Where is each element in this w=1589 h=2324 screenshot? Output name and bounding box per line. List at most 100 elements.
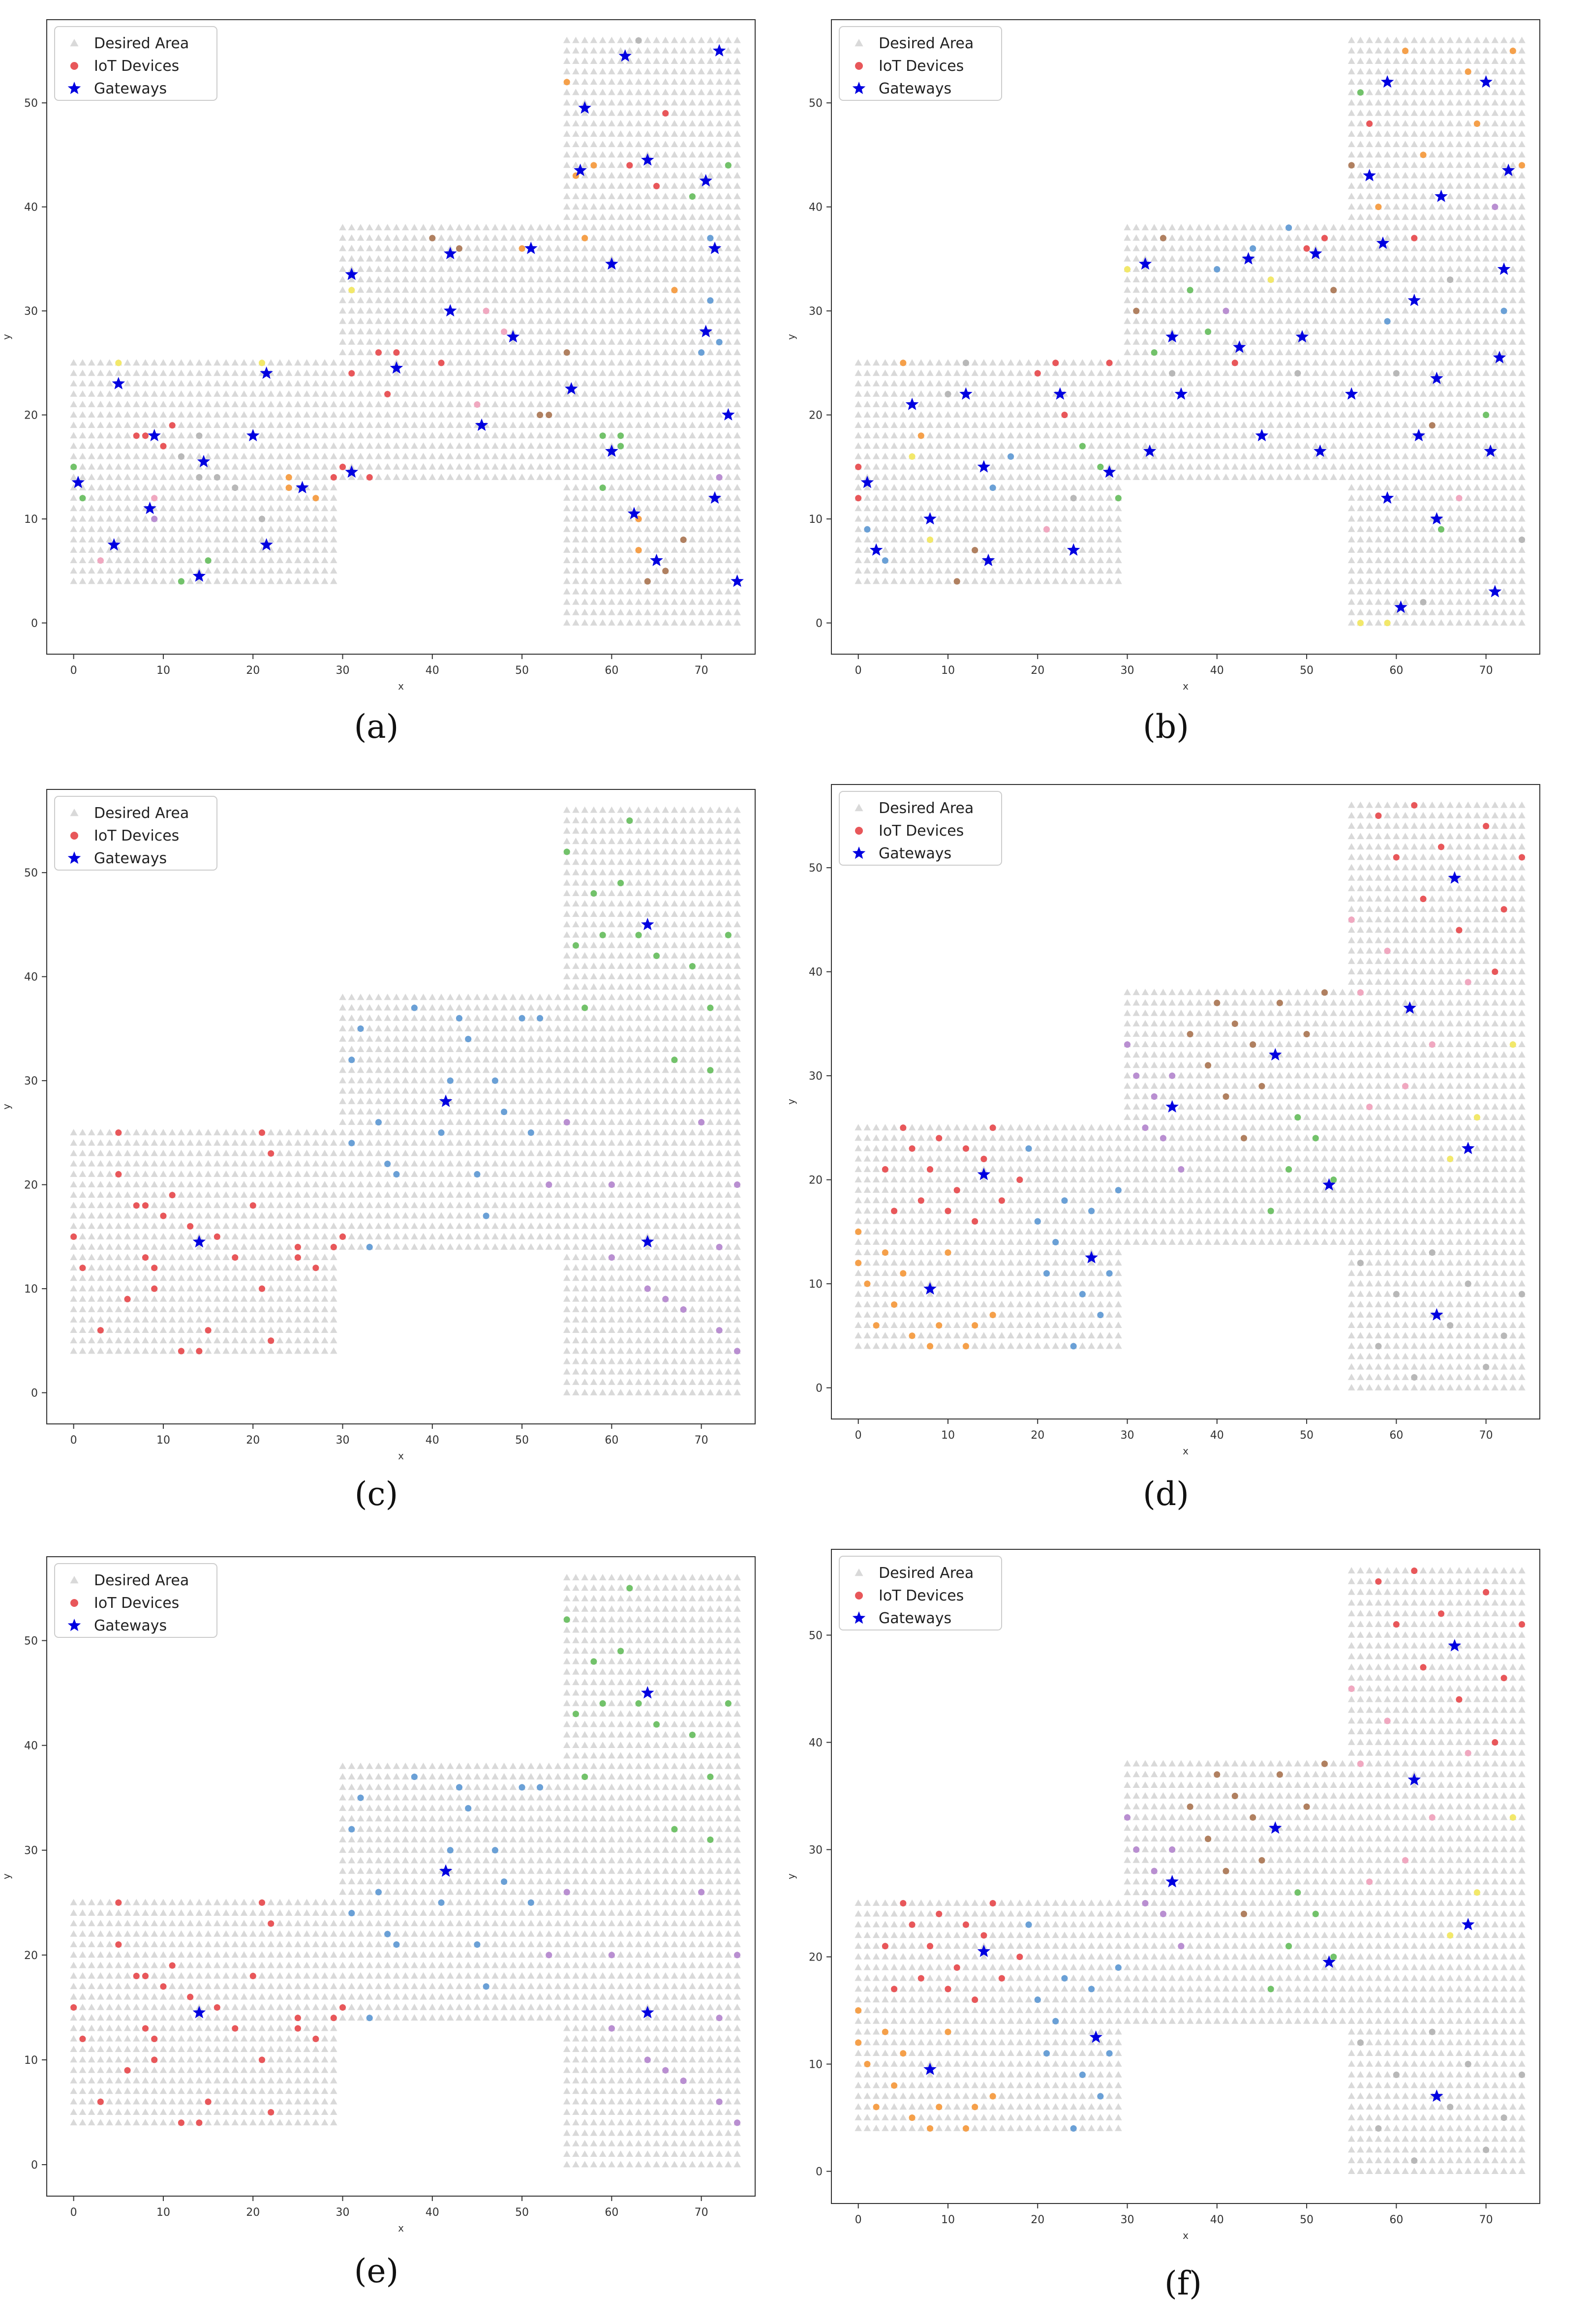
area-triangle [1150, 432, 1158, 439]
area-triangle [509, 297, 517, 303]
area-triangle [980, 422, 988, 428]
area-triangle [437, 463, 445, 470]
area-triangle [1105, 567, 1113, 574]
area-triangle [491, 265, 499, 272]
area-triangle [581, 567, 588, 574]
area-triangle [572, 453, 580, 459]
area-triangle [1141, 411, 1149, 418]
area-triangle [1428, 411, 1436, 418]
area-triangle [1482, 359, 1490, 366]
area-triangle [671, 608, 678, 615]
area-triangle [1115, 359, 1122, 366]
area-triangle [1347, 182, 1355, 189]
area-triangle [635, 265, 642, 272]
area-triangle [1446, 536, 1454, 543]
area-triangle [1347, 546, 1355, 553]
area-triangle [536, 369, 544, 376]
area-triangle [944, 483, 952, 490]
area-triangle [971, 432, 978, 439]
area-triangle [1455, 619, 1463, 626]
area-triangle [581, 400, 588, 407]
area-triangle [536, 317, 544, 324]
area-triangle [70, 567, 77, 574]
area-triangle [1052, 525, 1059, 532]
area-triangle [79, 422, 87, 428]
area-triangle [1366, 577, 1373, 584]
area-triangle [590, 172, 598, 179]
area-triangle [1034, 400, 1041, 407]
area-triangle [1070, 505, 1077, 512]
area-triangle [151, 422, 158, 428]
area-triangle [456, 390, 463, 397]
area-triangle [1339, 317, 1346, 324]
area-triangle [706, 369, 714, 376]
area-triangle [1419, 359, 1427, 366]
area-triangle [1303, 453, 1311, 459]
area-triangle [581, 141, 588, 148]
area-triangle [635, 203, 642, 210]
area-triangle [626, 99, 634, 106]
area-triangle [1383, 359, 1391, 366]
area-triangle [1464, 89, 1472, 95]
area-triangle [159, 536, 167, 543]
area-triangle [872, 505, 880, 512]
area-triangle [599, 109, 607, 116]
area-triangle [249, 494, 257, 501]
area-triangle [142, 525, 149, 532]
area-triangle [626, 120, 634, 126]
area-triangle [339, 400, 346, 407]
area-triangle [989, 411, 997, 418]
area-triangle [1410, 598, 1418, 605]
area-triangle [276, 463, 284, 470]
area-triangle [464, 224, 472, 231]
area-triangle [1168, 255, 1176, 262]
area-triangle [1150, 317, 1158, 324]
area-triangle [599, 89, 607, 95]
area-triangle [581, 57, 588, 64]
area-triangle [689, 557, 696, 564]
area-triangle [1043, 536, 1050, 543]
area-triangle [339, 234, 346, 241]
area-triangle [671, 359, 678, 366]
area-triangle [1500, 359, 1508, 366]
area-triangle [1115, 515, 1122, 522]
area-triangle [1393, 317, 1400, 324]
area-triangle [1097, 483, 1104, 490]
area-triangle [626, 203, 634, 210]
area-triangle [1491, 369, 1499, 376]
area-triangle [917, 390, 925, 397]
area-triangle [168, 380, 176, 387]
area-triangle [258, 411, 266, 418]
area-triangle [142, 536, 149, 543]
area-triangle [1070, 567, 1077, 574]
area-triangle [411, 307, 418, 314]
area-triangle [88, 525, 95, 532]
area-triangle [590, 598, 598, 605]
area-triangle [1105, 473, 1113, 480]
area-triangle [1446, 244, 1454, 251]
area-triangle [1366, 224, 1373, 231]
area-triangle [855, 411, 862, 418]
area-triangle [689, 442, 696, 449]
area-triangle [643, 286, 651, 293]
area-triangle [1393, 141, 1400, 148]
area-triangle [1509, 400, 1517, 407]
area-triangle [689, 453, 696, 459]
area-triangle [142, 369, 149, 376]
area-triangle [1347, 432, 1355, 439]
area-triangle [935, 546, 943, 553]
area-triangle [1043, 432, 1050, 439]
area-triangle [679, 557, 687, 564]
area-triangle [446, 349, 454, 356]
area-triangle [428, 442, 436, 449]
area-triangle [276, 390, 284, 397]
area-triangle [1482, 161, 1490, 168]
area-triangle [1034, 494, 1041, 501]
area-triangle [725, 255, 732, 262]
legend-entry: IoT Devices [94, 58, 179, 75]
iot-device-point [232, 484, 239, 491]
area-triangle [1393, 36, 1400, 43]
area-triangle [926, 577, 934, 584]
area-triangle [1455, 89, 1463, 95]
area-triangle [563, 588, 571, 595]
